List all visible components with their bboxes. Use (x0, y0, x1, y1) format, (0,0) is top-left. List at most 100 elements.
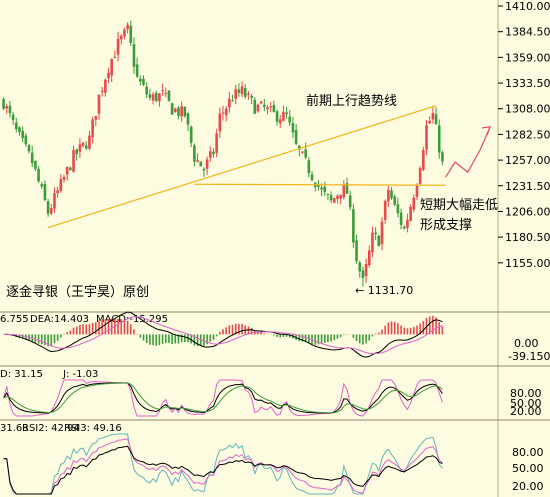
kdj-panel: D: 31.15 J: -1.03 80.00 50.00 20.00 (0, 369, 542, 418)
candle-body (53, 193, 56, 209)
candle-body (326, 193, 330, 195)
candle-body (231, 100, 234, 102)
kdj-d-line (3, 382, 443, 414)
candle-body (100, 90, 104, 92)
candle-body (380, 221, 384, 245)
candle-body (304, 149, 307, 158)
trendline-support (194, 183, 446, 186)
candle-body (94, 116, 98, 120)
candle-body (399, 212, 403, 225)
candle-body (234, 89, 238, 99)
candle-body (291, 123, 295, 133)
candle-body (345, 183, 349, 194)
macd-header-macd: MACD:-15.295 (96, 314, 168, 325)
candle-body (189, 126, 193, 143)
candle-body (30, 152, 34, 164)
candle-body (294, 129, 298, 144)
candle-body (34, 160, 37, 169)
candle-body (97, 94, 101, 114)
candle-body (428, 120, 431, 124)
price-tick-label: 1333.50 (505, 77, 550, 90)
candle-body (339, 194, 342, 199)
candle-body (84, 145, 88, 149)
candle-body (243, 88, 247, 97)
candle-body (383, 200, 387, 220)
candlestick-series (2, 20, 444, 287)
candle-body (355, 240, 358, 262)
candle-body (371, 232, 374, 253)
candle-body (218, 113, 222, 132)
candle-body (2, 99, 5, 109)
price-tick-label: 1282.50 (505, 128, 550, 141)
kdj-tick-50: 50.00 (510, 397, 542, 410)
candle-body (69, 167, 72, 171)
candle-body (301, 151, 304, 153)
macd-header-dea: DEA:14.403 (30, 314, 89, 325)
candle-body (250, 95, 253, 98)
candle-body (75, 149, 79, 155)
candle-body (81, 142, 85, 146)
candle-body (205, 159, 209, 169)
candle-body (142, 78, 145, 85)
candle-body (215, 133, 218, 153)
candle-body (352, 209, 355, 243)
rsi-tick-50: 50.00 (512, 462, 544, 475)
candle-body (317, 185, 320, 187)
candle-body (129, 25, 133, 43)
candle-body (320, 187, 323, 190)
candle-body (27, 145, 31, 152)
candle-body (193, 145, 196, 162)
candle-body (132, 44, 136, 67)
candle-body (161, 90, 164, 92)
candle-body (88, 135, 91, 149)
candle-body (418, 168, 422, 184)
candle-body (402, 226, 406, 229)
candle-body (387, 189, 390, 202)
candle-body (148, 94, 152, 98)
candle-body (123, 29, 126, 37)
candle-body (425, 125, 428, 150)
candle-body (374, 232, 377, 235)
candle-body (183, 106, 187, 117)
candle-body (288, 116, 292, 123)
candle-body (186, 113, 190, 125)
candle-body (282, 111, 285, 121)
candle-body (441, 152, 444, 162)
candle-body (348, 195, 352, 208)
candle-body (310, 174, 314, 180)
candle-body (72, 150, 75, 172)
candle-body (406, 219, 409, 228)
candle-body (62, 176, 66, 180)
candle-body (56, 190, 59, 194)
candle-body (393, 196, 397, 205)
annotation-drop-label: 短期大幅走低 (420, 198, 498, 213)
candle-body (269, 106, 272, 108)
candle-body (170, 103, 174, 115)
candle-body (167, 90, 171, 101)
candle-body (390, 190, 393, 199)
candle-body (431, 113, 435, 120)
candle-body (174, 108, 177, 112)
candle-body (43, 183, 47, 201)
candle-body (409, 206, 412, 221)
candle-body (104, 79, 107, 93)
forecast-arrow-head (482, 126, 492, 136)
watermark-text: 逐金寻银（王宇昊）原创 (6, 284, 149, 300)
candle-body (11, 114, 15, 120)
annotation-support-label: 形成支撑 (420, 218, 472, 233)
price-axis: 1410.00 1384.50 1359.00 1333.50 1308.00 1282.… (505, 0, 550, 270)
candle-body (278, 119, 282, 124)
price-tick-label: 1206.00 (505, 205, 550, 218)
candle-body (145, 86, 148, 95)
candle-body (212, 151, 215, 155)
kdj-header-j: J: -1.03 (62, 369, 98, 380)
candle-body (224, 108, 228, 116)
candle-body (275, 111, 279, 122)
candle-body (18, 127, 21, 132)
candle-body (126, 24, 129, 30)
candle-body (266, 107, 269, 110)
rsi-3-line (3, 445, 443, 495)
candle-body (272, 104, 276, 112)
price-tick-label: 1359.00 (505, 51, 550, 64)
